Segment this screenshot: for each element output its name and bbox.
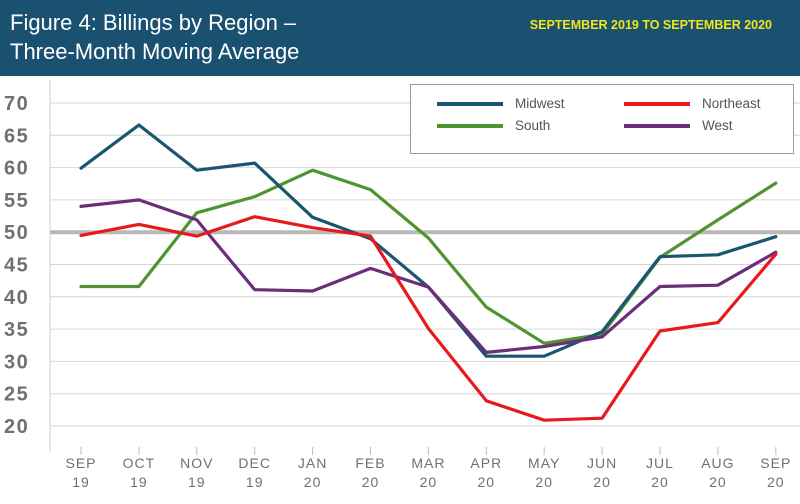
legend-item-west: West xyxy=(624,118,733,133)
x-tick-label-month-9: JUN xyxy=(587,455,617,471)
y-axis-ticks: 20 25 30 35 40 45 50 55 60 65 70 xyxy=(4,93,29,438)
y-tick-label-25: 25 xyxy=(4,384,29,406)
x-axis-ticks: SEP 19 OCT 19 NOV 19 DEC 19 JAN 20 FEB 20 MAR 20 APR 20… xyxy=(65,447,791,490)
x-tick-label-month-1: OCT xyxy=(123,455,156,471)
legend-item-midwest: Midwest xyxy=(437,96,565,111)
x-tick-label-year-9: 20 xyxy=(593,474,611,490)
chart-title: Figure 4: Billings by Region – Three-Mon… xyxy=(10,8,340,66)
x-tick-label-year-7: 20 xyxy=(478,474,496,490)
series-lines xyxy=(79,123,778,422)
legend-swatch-midwest xyxy=(437,101,503,106)
legend-label-west: West xyxy=(702,118,733,133)
legend-label-northeast: Northeast xyxy=(702,96,761,111)
x-tick-label-month-6: MAR xyxy=(411,455,445,471)
x-tick-label-month-2: NOV xyxy=(180,455,213,471)
legend-swatch-northeast xyxy=(624,101,690,106)
x-tick-label-month-7: APR xyxy=(470,455,502,471)
y-tick-label-55: 55 xyxy=(4,190,29,212)
series-line-midwest xyxy=(79,123,778,358)
x-tick-label-year-8: 20 xyxy=(535,474,553,490)
x-tick-label-year-11: 20 xyxy=(709,474,727,490)
x-tick-label-month-11: AUG xyxy=(701,455,734,471)
x-tick-label-year-5: 20 xyxy=(362,474,380,490)
y-tick-label-30: 30 xyxy=(4,351,29,373)
legend-item-northeast: Northeast xyxy=(624,96,761,111)
chart-title-line2: Three-Month Moving Average xyxy=(10,39,300,64)
gridlines xyxy=(49,80,800,452)
line-chart: 20 25 30 35 40 45 50 55 60 65 70 SEP 19 OCT 19 NOV 19 DE… xyxy=(4,80,800,490)
x-tick-label-month-8: MAY xyxy=(528,455,560,471)
x-tick-label-year-2: 19 xyxy=(188,474,206,490)
legend-label-midwest: Midwest xyxy=(515,96,565,111)
x-tick-label-year-3: 19 xyxy=(246,474,264,490)
chart-subtitle: SEPTEMBER 2019 TO SEPTEMBER 2020 xyxy=(529,18,772,32)
y-tick-label-65: 65 xyxy=(4,125,29,147)
y-tick-label-35: 35 xyxy=(4,319,29,341)
x-tick-label-year-12: 20 xyxy=(767,474,785,490)
x-tick-label-year-6: 20 xyxy=(420,474,438,490)
chart-legend: Midwest Northeast South West xyxy=(410,84,794,154)
chart-header: Figure 4: Billings by Region – Three-Mon… xyxy=(0,0,800,76)
x-tick-label-month-5: FEB xyxy=(355,455,385,471)
x-tick-label-year-4: 20 xyxy=(304,474,322,490)
y-tick-label-60: 60 xyxy=(4,158,29,180)
x-tick-label-year-0: 19 xyxy=(72,474,90,490)
y-tick-label-20: 20 xyxy=(4,416,29,438)
y-tick-label-45: 45 xyxy=(4,255,29,277)
x-tick-label-month-4: JAN xyxy=(298,455,327,471)
y-tick-label-70: 70 xyxy=(4,93,29,115)
legend-swatch-south xyxy=(437,123,503,128)
series-line-northeast xyxy=(79,215,778,422)
x-tick-label-month-0: SEP xyxy=(65,455,96,471)
legend-swatch-west xyxy=(624,123,690,128)
legend-item-south: South xyxy=(437,118,550,133)
x-tick-label-year-10: 20 xyxy=(651,474,669,490)
x-tick-label-month-10: JUL xyxy=(646,455,674,471)
chart-title-line1: Figure 4: Billings by Region – xyxy=(10,10,297,35)
y-tick-label-40: 40 xyxy=(4,287,29,309)
x-tick-label-month-12: SEP xyxy=(760,455,791,471)
x-tick-label-month-3: DEC xyxy=(238,455,271,471)
series-line-west xyxy=(79,198,778,354)
y-tick-label-50: 50 xyxy=(4,222,29,244)
x-tick-label-year-1: 19 xyxy=(130,474,148,490)
legend-label-south: South xyxy=(515,118,551,133)
